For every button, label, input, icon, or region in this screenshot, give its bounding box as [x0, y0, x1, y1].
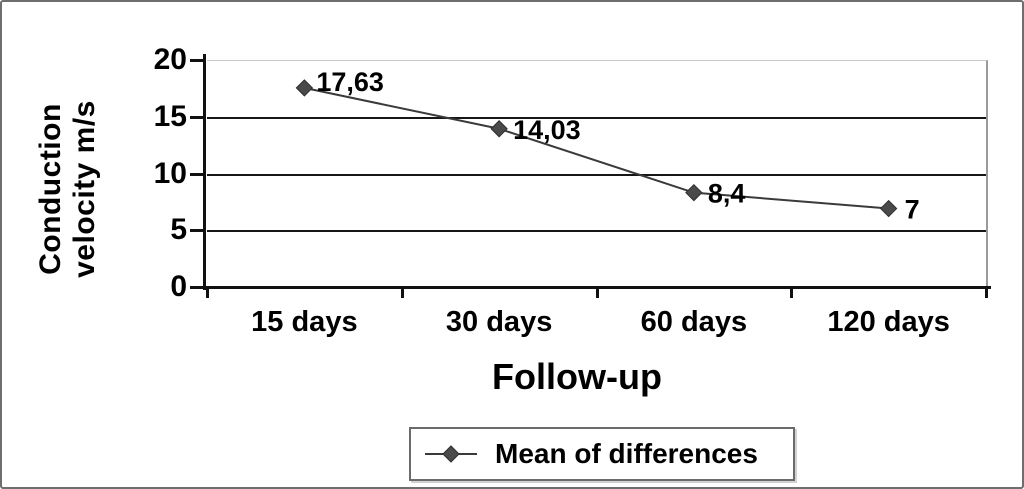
y-tick-mark: [190, 286, 204, 289]
data-point: [685, 183, 703, 202]
data-point-label: 14,03: [513, 115, 581, 145]
y-tick-mark: [190, 229, 204, 233]
plot-area: 17,63 14,03 8,4 7: [207, 60, 988, 288]
y-tick-label: 0: [170, 270, 187, 303]
y-tick-mark: [190, 172, 204, 176]
data-point: [879, 199, 898, 218]
data-point: [295, 79, 314, 97]
legend-box: Mean of differences: [409, 427, 795, 481]
y-tick-label: 15: [153, 99, 187, 133]
series-layer: 17,63 14,03 8,4 7: [295, 67, 920, 225]
x-tick-mark: [790, 289, 794, 298]
gridline: [207, 116, 986, 119]
x-category-label: 60 days: [640, 306, 748, 338]
x-tick-mark: [595, 289, 599, 298]
x-category-label: 120 days: [827, 306, 950, 338]
y-tick-mark: [190, 59, 204, 62]
y-tick-label: 5: [170, 213, 187, 247]
legend-marker-icon: [425, 445, 477, 463]
gridline: [207, 173, 986, 176]
x-tick-mark: [206, 289, 209, 298]
y-tick-label: 10: [153, 156, 187, 190]
data-point: [490, 120, 508, 138]
x-tick-mark: [985, 289, 988, 298]
data-point-label: 8,4: [708, 179, 746, 209]
y-axis-line: [203, 54, 206, 290]
x-category-label: 30 days: [445, 306, 553, 338]
series-line: [304, 86, 889, 210]
legend-label: Mean of differences: [495, 438, 758, 469]
x-axis-line: [198, 286, 991, 289]
data-point-label: 7: [905, 195, 920, 225]
x-category-label: 15 days: [251, 306, 358, 338]
x-tick-mark: [400, 289, 404, 298]
x-axis-title: Follow-up: [492, 356, 662, 397]
y-tick-mark: [190, 115, 204, 119]
gridline: [207, 230, 986, 233]
y-tick-label: 20: [153, 43, 187, 76]
data-point-label: 17,63: [316, 67, 384, 97]
